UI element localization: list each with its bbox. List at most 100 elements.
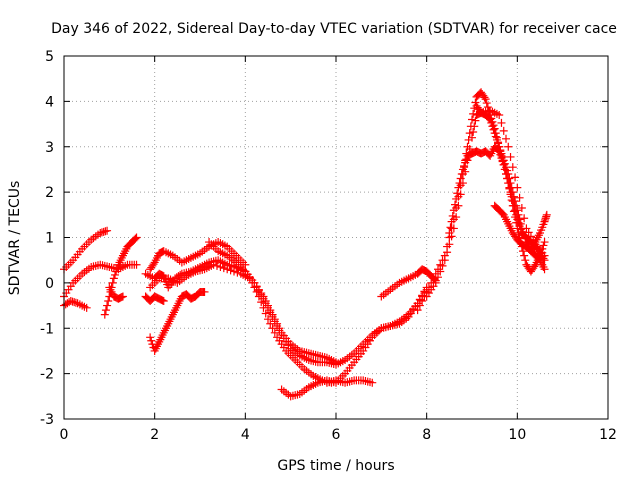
y-tick-label: 4 — [45, 94, 54, 110]
data-point — [223, 265, 232, 274]
data-point — [540, 251, 549, 260]
data-point — [492, 135, 501, 144]
data-point — [485, 114, 493, 123]
series-track-4 — [100, 233, 141, 319]
data-point — [511, 206, 520, 215]
series-track-2 — [60, 260, 141, 301]
data-point — [259, 294, 268, 303]
y-tick-label: 1 — [45, 231, 54, 247]
data-point — [132, 233, 141, 242]
series-track-19 — [490, 201, 551, 256]
data-point — [454, 183, 463, 192]
data-point — [270, 328, 279, 337]
data-point — [504, 179, 513, 188]
data-point — [436, 267, 445, 276]
data-point — [101, 306, 110, 315]
data-point — [471, 98, 480, 107]
data-point — [513, 183, 522, 192]
data-points — [60, 88, 551, 401]
data-point — [445, 228, 454, 237]
data-point — [503, 174, 512, 183]
data-point — [111, 270, 119, 279]
data-point — [449, 224, 458, 233]
y-tick-label: -1 — [40, 321, 54, 337]
data-point — [491, 132, 500, 141]
data-point — [268, 324, 277, 333]
data-point — [413, 306, 422, 315]
data-point — [230, 267, 238, 276]
data-point — [489, 125, 498, 134]
data-point — [443, 248, 452, 257]
data-point — [233, 268, 242, 277]
data-point — [490, 129, 499, 138]
data-point — [465, 129, 474, 138]
x-tick-label: 2 — [150, 427, 159, 443]
data-point — [513, 215, 522, 224]
data-point — [446, 223, 455, 232]
data-point — [418, 297, 427, 306]
data-point — [499, 126, 508, 135]
data-point — [471, 116, 480, 125]
data-point — [216, 262, 225, 271]
x-tick-label: 12 — [599, 427, 617, 443]
data-point — [429, 274, 438, 283]
series-track-18 — [472, 101, 549, 260]
y-tick-label: 5 — [45, 49, 54, 65]
data-point — [520, 251, 529, 260]
series-track-5 — [105, 283, 127, 303]
series-track-15 — [413, 88, 549, 315]
data-point — [497, 154, 506, 163]
data-point — [455, 179, 464, 188]
data-point — [261, 309, 270, 318]
data-point — [502, 169, 510, 178]
grid — [64, 56, 608, 419]
data-point — [494, 146, 503, 155]
data-point — [507, 192, 516, 201]
data-point — [440, 256, 449, 265]
x-tick-label: 4 — [241, 427, 250, 443]
data-point — [275, 326, 284, 335]
data-point — [511, 173, 520, 182]
data-point — [487, 118, 496, 127]
data-point — [508, 163, 517, 172]
data-point — [266, 319, 275, 328]
data-point — [498, 157, 507, 166]
series-track-9 — [146, 287, 209, 355]
data-point — [456, 190, 465, 199]
data-point — [457, 169, 466, 178]
data-point — [82, 303, 91, 312]
data-point — [100, 310, 109, 319]
data-point — [266, 308, 275, 317]
y-tick-label: 0 — [45, 276, 54, 292]
data-point — [112, 267, 121, 276]
data-point — [132, 260, 141, 269]
data-point — [261, 299, 270, 308]
data-point — [438, 261, 447, 270]
data-point — [496, 150, 505, 159]
data-point — [469, 128, 478, 137]
data-point — [505, 183, 514, 192]
series-track-3 — [60, 297, 91, 312]
y-tick-label: 2 — [45, 185, 54, 201]
data-point — [517, 204, 526, 213]
data-point — [470, 122, 479, 131]
data-point — [213, 261, 221, 270]
data-point — [454, 201, 463, 210]
data-point — [495, 147, 504, 156]
data-point — [540, 265, 549, 274]
data-point — [200, 287, 209, 296]
data-point — [506, 188, 515, 197]
data-point — [456, 174, 465, 183]
data-point — [506, 152, 515, 161]
data-point — [495, 110, 504, 119]
data-point — [515, 193, 524, 202]
data-point — [270, 317, 279, 326]
y-tick-label: 3 — [45, 140, 54, 156]
data-point — [449, 206, 458, 215]
data-point — [508, 197, 517, 206]
data-point — [488, 122, 497, 131]
data-point — [103, 226, 112, 235]
data-point — [497, 118, 506, 127]
series-track-13 — [322, 376, 377, 387]
